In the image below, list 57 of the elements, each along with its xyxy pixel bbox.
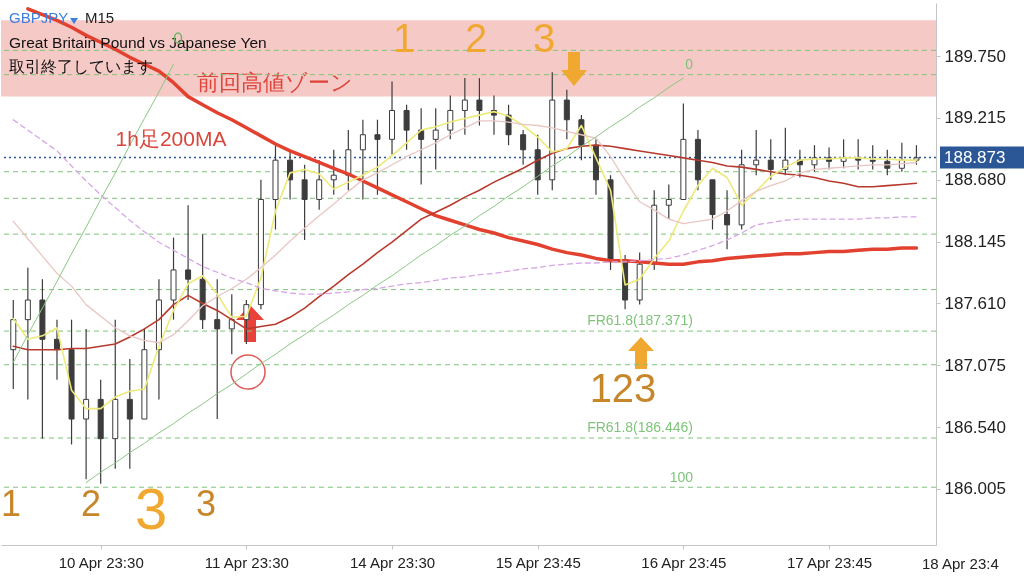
candlestick bbox=[316, 159, 323, 211]
annotation: 2 bbox=[464, 16, 488, 60]
text: 18 Apr 23:4 bbox=[922, 555, 999, 572]
candlestick bbox=[403, 104, 410, 151]
x-tick-label: 14 Apr 23:30 bbox=[349, 553, 436, 571]
candlestick bbox=[432, 107, 439, 171]
annotation: 3 bbox=[134, 476, 168, 541]
candlestick bbox=[126, 358, 133, 470]
annotation: 100 bbox=[669, 469, 694, 485]
annotation: 1h足200MA bbox=[115, 127, 227, 150]
annotation: Great Britain Pound vs Japanese Yen bbox=[9, 34, 267, 51]
candlestick bbox=[83, 328, 90, 480]
candlestick bbox=[476, 77, 483, 127]
candlestick bbox=[520, 129, 527, 166]
candlestick bbox=[665, 183, 672, 220]
annotation: 0 bbox=[685, 56, 694, 72]
annotation: 1 bbox=[0, 483, 22, 524]
y-tick-label: 187.075 bbox=[944, 355, 1006, 375]
candlestick bbox=[330, 149, 337, 196]
y-tick-label: 187.610 bbox=[944, 293, 1006, 313]
annotation: M15 bbox=[85, 9, 115, 26]
candlestick bbox=[461, 77, 468, 136]
annotation: 1 bbox=[392, 16, 416, 60]
candlestick bbox=[214, 278, 221, 420]
y-tick-label: 186.005 bbox=[944, 479, 1006, 499]
y-tick-label: 189.750 bbox=[944, 46, 1006, 66]
x-tick-label: 10 Apr 23:30 bbox=[58, 553, 144, 571]
candlestick bbox=[185, 204, 192, 301]
x-tick-label: 11 Apr 23:30 bbox=[204, 553, 289, 571]
candlestick bbox=[24, 267, 31, 400]
annotation: 123 bbox=[589, 366, 657, 410]
y-tick-label: 188.145 bbox=[944, 232, 1006, 252]
candlestick bbox=[418, 107, 425, 186]
annotation: 3 bbox=[532, 16, 556, 60]
x-tick-label: 16 Apr 23:45 bbox=[641, 553, 727, 571]
y-tick-label: 188.680 bbox=[944, 170, 1006, 190]
candlestick bbox=[563, 89, 570, 140]
candlestick bbox=[767, 138, 774, 181]
ref-line-label: FR61.8(187.371) bbox=[587, 312, 693, 329]
candlestick bbox=[301, 164, 308, 241]
candlestick bbox=[869, 144, 876, 171]
x-tick-label: 15 Apr 23:45 bbox=[495, 553, 581, 571]
annotation: 2 bbox=[80, 483, 102, 524]
candlestick bbox=[724, 189, 731, 250]
y-tick-label: 189.215 bbox=[944, 108, 1006, 128]
candlestick bbox=[228, 293, 235, 355]
candlestick bbox=[359, 119, 366, 201]
line-series bbox=[12, 119, 918, 295]
candlestick bbox=[374, 119, 381, 196]
candlestick bbox=[753, 129, 760, 176]
ref-line-label: FR61.8(186.446) bbox=[587, 418, 693, 435]
annotation: 3 bbox=[195, 483, 217, 524]
band-label: 前回高値ゾーン bbox=[197, 69, 353, 95]
x-tick-label: 17 Apr 23:45 bbox=[786, 553, 873, 571]
y-tick-label: 186.540 bbox=[944, 417, 1006, 437]
candlestick bbox=[447, 94, 454, 140]
ref-line-label: 188.873 bbox=[944, 147, 1006, 167]
